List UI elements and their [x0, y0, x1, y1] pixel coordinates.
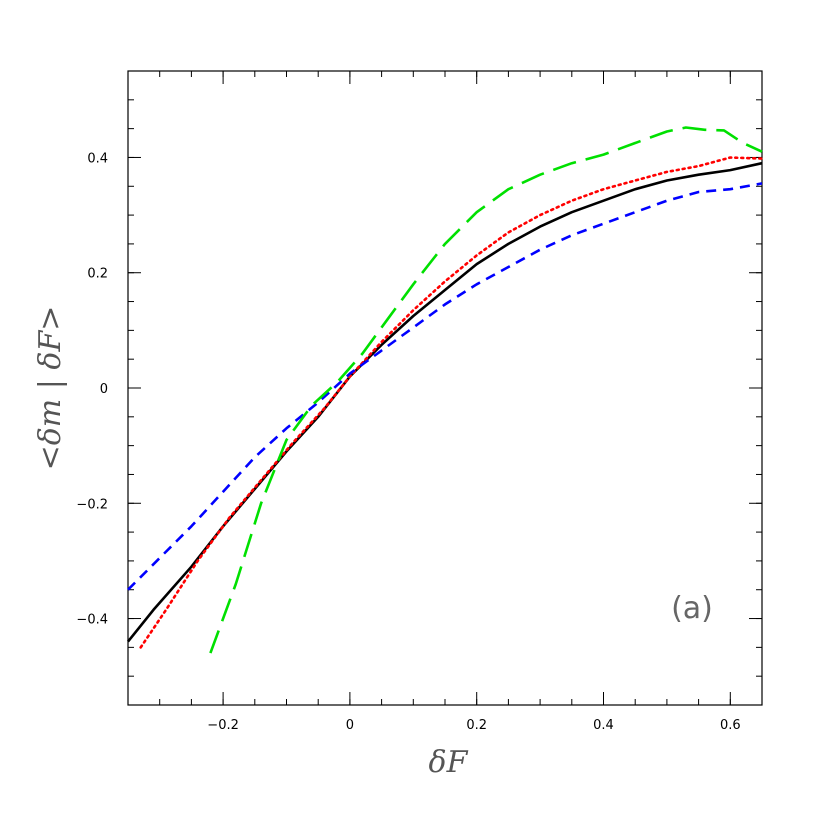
y-axis-label: <δm | δF>: [33, 306, 68, 471]
series-line-dotted: [139, 156, 764, 649]
series-line-dashed: [127, 182, 763, 591]
series-line-longdash: [209, 126, 763, 654]
x-tick-label: 0: [346, 718, 354, 733]
x-tick-label: −0.2: [207, 718, 239, 733]
y-tick-label: 0: [100, 382, 108, 397]
plot-frame: [127, 70, 763, 706]
series-line-solid: [126, 161, 763, 643]
x-tick-label: 0.6: [720, 718, 741, 733]
y-tick-label: 0.2: [87, 267, 108, 282]
y-tick-label: −0.4: [76, 613, 108, 628]
x-tick-label: 0.4: [593, 718, 614, 733]
y-axis-label-text: <δm | δF>: [33, 306, 68, 471]
series-lines: [126, 126, 764, 654]
x-axis-label: δF: [429, 745, 469, 780]
tick-labels: −0.2 0 0.2 0.4 0.6 −0.4 −0.2 0 0.2 0.4: [76, 151, 740, 733]
ticks: [127, 70, 763, 706]
x-tick-label: 0.2: [466, 718, 487, 733]
y-tick-label: 0.4: [87, 151, 108, 166]
y-tick-label: −0.2: [76, 497, 108, 512]
panel-annotation: (a): [671, 591, 713, 626]
